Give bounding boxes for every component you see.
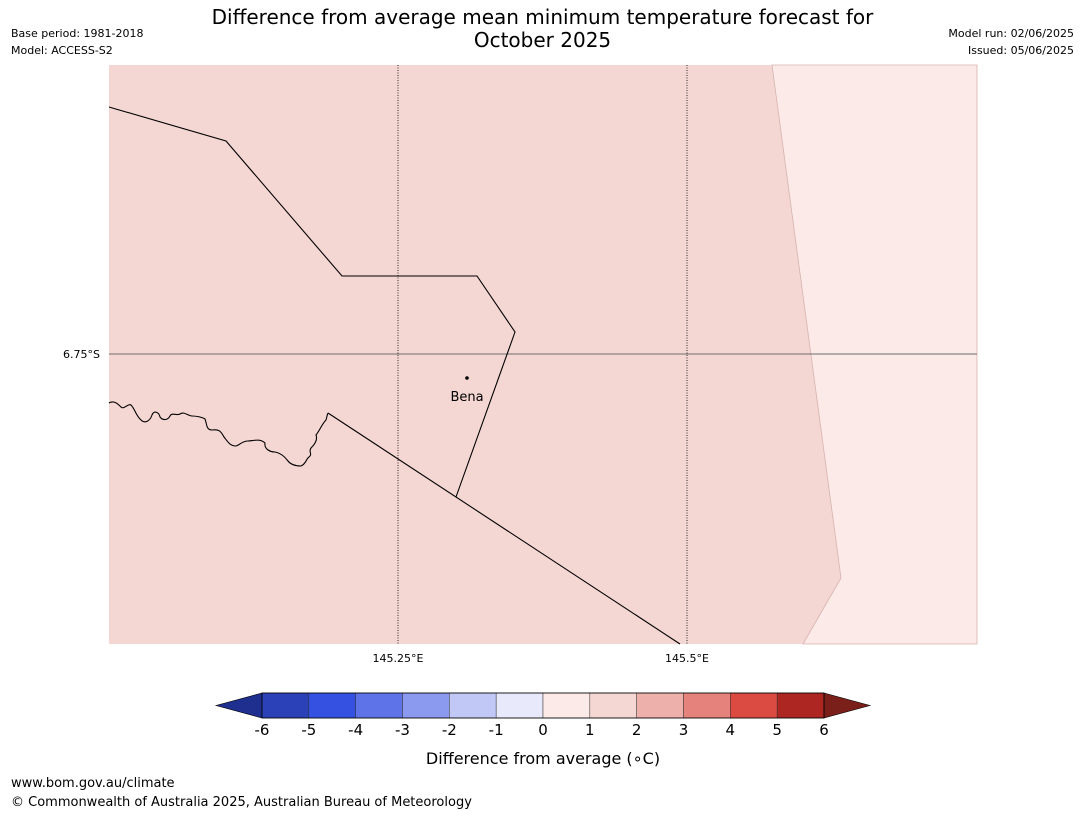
colorbar-tick-label: 3: [679, 721, 689, 739]
footer-url: www.bom.gov.au/climate: [11, 776, 175, 791]
colorbar-segment: [636, 692, 684, 719]
colorbar-tick-label: -6: [255, 721, 270, 739]
colorbar-segment: [261, 692, 310, 719]
colorbar-segment: [402, 692, 450, 719]
colorbar-extend-high: [823, 692, 872, 719]
colorbar-tick-label: -1: [489, 721, 504, 739]
bena-label: Bena: [450, 390, 483, 405]
colorbar-tick-label: 6: [819, 721, 829, 739]
colorbar-segment: [542, 692, 591, 719]
chart-title: Difference from average mean minimum tem…: [0, 6, 1085, 52]
colorbar-tick-label: 4: [726, 721, 736, 739]
colorbar-segment: [449, 692, 497, 719]
colorbar: [214, 692, 872, 719]
colorbar-tick-label: 5: [772, 721, 782, 739]
chart-title-line2: October 2025: [473, 28, 612, 52]
lon-label-145-25: 145.25°E: [373, 652, 424, 665]
colorbar-segment: [308, 692, 356, 719]
colorbar-tick-label: -2: [442, 721, 457, 739]
colorbar-tick-label: 1: [585, 721, 595, 739]
lon-label-145-5: 145.5°E: [665, 652, 709, 665]
colorbar-tick-label: 2: [632, 721, 642, 739]
base-period-text: Base period: 1981-2018: [11, 27, 144, 40]
colorbar-tick-labels: -6 -5 -4 -3 -2 -1 0 1 2 3 4 5 6: [255, 721, 829, 739]
footer-copyright: © Commonwealth of Australia 2025, Austra…: [11, 795, 472, 810]
lat-label-6-75: 6.75°S: [63, 348, 100, 361]
colorbar-segment: [589, 692, 637, 719]
meta-left: Base period: 1981-2018 Model: ACCESS-S2: [11, 25, 143, 59]
colorbar-tick-label: -5: [301, 721, 316, 739]
colorbar-segment: [683, 692, 731, 719]
province-border-south: [327, 412, 681, 645]
model-text: Model: ACCESS-S2: [11, 44, 113, 57]
colorbar-label: Difference from average (∘C): [426, 749, 660, 768]
colorbar-outline: [261, 692, 825, 719]
colorbar-tick-label: -4: [348, 721, 363, 739]
bena-marker: [465, 376, 469, 380]
colorbar-tick-label: 0: [538, 721, 548, 739]
colorbar-segment: [355, 692, 403, 719]
colorbar-segment: [495, 692, 544, 719]
issued-text: Issued: 05/06/2025: [967, 44, 1074, 57]
meta-right: Model run: 02/06/2025 Issued: 05/06/2025: [948, 25, 1074, 59]
model-run-text: Model run: 02/06/2025: [948, 27, 1074, 40]
colorbar-segment: [730, 692, 778, 719]
colorbar-extend-low: [214, 692, 263, 719]
province-border: [108, 106, 516, 498]
river-line: [108, 401, 329, 467]
chart-title-line1: Difference from average mean minimum tem…: [211, 5, 874, 29]
map-panel: Bena 6.75°S 145.25°E 145.5°E: [63, 64, 978, 665]
colorbar-segment: [776, 692, 825, 719]
colorbar-tick-label: -3: [395, 721, 410, 739]
